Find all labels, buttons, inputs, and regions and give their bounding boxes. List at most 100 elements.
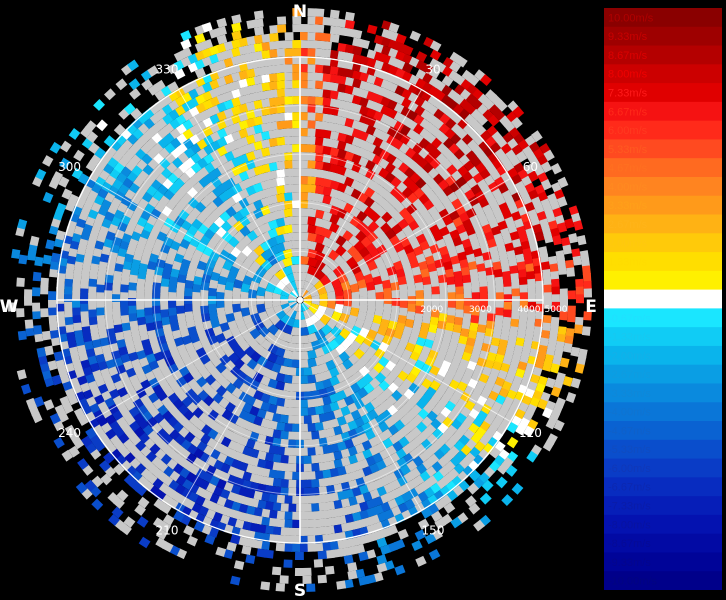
velocity-cell [310, 462, 320, 472]
velocity-cell [268, 97, 279, 107]
velocity-cell [329, 163, 340, 174]
velocity-cell [486, 238, 497, 249]
velocity-cell [322, 73, 332, 83]
velocity-cell [134, 504, 146, 516]
velocity-cell [443, 260, 453, 271]
velocity-cell [212, 263, 223, 274]
velocity-cell [287, 455, 297, 464]
velocity-cell [96, 275, 106, 285]
velocity-cell [394, 564, 406, 576]
velocity-cell [490, 253, 501, 264]
velocity-cell [310, 290, 320, 297]
velocity-cell [379, 318, 390, 329]
velocity-cell [89, 323, 99, 333]
velocity-cell [343, 538, 354, 548]
velocity-cell [397, 249, 408, 260]
velocity-cell [402, 326, 413, 337]
velocity-cell [95, 352, 106, 364]
velocity-cell [68, 247, 78, 258]
velocity-cell [469, 268, 479, 279]
velocity-cell [176, 289, 185, 299]
velocity-cell [231, 55, 242, 66]
azimuth-label: 300 [58, 160, 81, 174]
velocity-cell [565, 259, 575, 270]
velocity-cell [138, 536, 151, 549]
legend-label: 2.00m/s [608, 238, 648, 250]
velocity-cell [185, 271, 196, 282]
velocity-cell [231, 156, 243, 168]
velocity-cell [279, 390, 289, 400]
velocity-cell [38, 354, 48, 365]
legend-swatch [604, 496, 722, 516]
velocity-cell [489, 245, 499, 257]
velocity-cell [268, 186, 278, 197]
velocity-cell [96, 119, 108, 132]
velocity-cell [131, 334, 142, 345]
velocity-cell [463, 290, 472, 299]
velocity-cell [256, 524, 267, 534]
velocity-cell [292, 112, 301, 121]
velocity-cell [253, 67, 264, 77]
velocity-cell [283, 224, 293, 234]
velocity-cell [55, 358, 66, 369]
velocity-cell [275, 494, 285, 504]
velocity-cell [314, 397, 324, 407]
velocity-cell [526, 450, 538, 463]
velocity-cell [292, 160, 301, 169]
velocity-cell [275, 217, 286, 228]
velocity-cell [542, 407, 553, 419]
velocity-cell [361, 448, 373, 460]
legend-label: 1.33m/s [608, 256, 648, 268]
velocity-cell [322, 211, 333, 222]
velocity-cell [290, 335, 300, 344]
velocity-cell [551, 301, 560, 311]
velocity-cell [347, 275, 358, 286]
velocity-cell [253, 42, 264, 52]
velocity-cell [269, 65, 279, 74]
velocity-cell [343, 505, 354, 516]
velocity-cell [245, 505, 256, 516]
velocity-cell [543, 292, 552, 302]
velocity-cell [307, 224, 317, 234]
velocity-cell [181, 334, 192, 346]
velocity-cell [253, 235, 265, 247]
velocity-cell [173, 510, 185, 522]
velocity-cell [177, 320, 188, 330]
velocity-cell [268, 137, 279, 147]
velocity-cell [310, 340, 322, 351]
velocity-cell [550, 316, 560, 327]
velocity-cell [300, 40, 309, 49]
velocity-cell [325, 525, 335, 535]
velocity-cell [284, 112, 294, 121]
velocity-cell [284, 80, 294, 89]
velocity-cell [302, 289, 309, 298]
velocity-cell [495, 240, 506, 251]
velocity-cell [504, 242, 515, 253]
velocity-cell [443, 502, 456, 514]
velocity-cell [329, 467, 339, 478]
velocity-cell [404, 271, 415, 282]
velocity-cell [61, 188, 73, 200]
velocity-cell [307, 120, 317, 129]
velocity-cell [303, 391, 313, 400]
velocity-cell [78, 173, 90, 185]
velocity-cell [306, 495, 316, 504]
velocity-cell [406, 279, 416, 290]
legend-swatch [604, 26, 722, 47]
velocity-cell [314, 251, 326, 262]
legend-label: -4.00m/s [608, 407, 651, 419]
velocity-cell [534, 231, 545, 242]
velocity-cell [415, 253, 427, 264]
legend-label: -6.00m/s [608, 463, 651, 475]
velocity-cell [267, 395, 278, 406]
velocity-cell [336, 390, 347, 401]
velocity-cell [144, 299, 153, 308]
velocity-cell [56, 317, 66, 327]
velocity-cell [523, 339, 533, 350]
velocity-cell [300, 256, 310, 265]
velocity-cell [282, 256, 293, 268]
range-label: 3000 [469, 305, 492, 315]
legend-swatch [604, 402, 722, 422]
velocity-cell [307, 112, 317, 121]
velocity-cell [501, 494, 514, 506]
